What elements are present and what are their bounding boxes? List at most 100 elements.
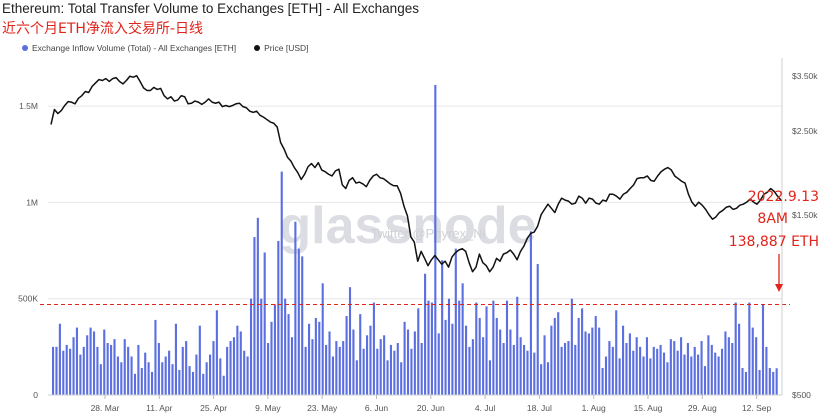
inflow-bar (533, 352, 536, 395)
inflow-bar (58, 323, 61, 395)
inflow-bar (383, 335, 386, 395)
inflow-bar (318, 321, 321, 395)
inflow-bar (768, 368, 771, 395)
inflow-bar (420, 343, 423, 395)
inflow-bar (297, 248, 300, 395)
price-line (50, 75, 782, 273)
inflow-bar (386, 360, 389, 395)
x-tick-label: 29. Aug (688, 403, 717, 413)
inflow-bar (307, 323, 311, 395)
inflow-bar (359, 314, 362, 395)
inflow-bar (492, 300, 495, 395)
y-right-tick-label: $2.50k (792, 126, 818, 136)
inflow-bar (417, 308, 420, 395)
y-left-tick-label: 1M (26, 197, 38, 207)
inflow-bar (157, 343, 160, 395)
inflow-bar (246, 356, 249, 395)
inflow-bar (512, 344, 515, 395)
inflow-bar (294, 221, 297, 395)
inflow-bar (471, 339, 474, 395)
inflow-bar (164, 356, 167, 395)
inflow-bar (464, 325, 468, 395)
legend-item-inflow[interactable]: Exchange Inflow Volume (Total) - All Exc… (22, 43, 236, 53)
inflow-bar (362, 348, 365, 395)
x-tick-label: 18. Jul (527, 403, 552, 413)
inflow-bar (137, 344, 140, 395)
x-tick-label: 15. Aug (634, 403, 663, 413)
inflow-bar (717, 356, 720, 395)
annotation-volume: 138,887 ETH (728, 234, 819, 250)
inflow-bar (96, 346, 99, 395)
inflow-bar (680, 337, 683, 395)
x-tick-label: 28. Mar (91, 403, 120, 413)
inflow-bar (260, 298, 263, 395)
inflow-bar (191, 371, 195, 395)
inflow-bar (748, 302, 751, 395)
inflow-bar (110, 344, 113, 395)
inflow-bar (543, 335, 546, 395)
inflow-bar (444, 319, 447, 395)
legend-item-price[interactable]: Price [USD] (254, 43, 309, 53)
inflow-bar (396, 343, 399, 395)
inflow-bar (393, 350, 396, 395)
inflow-bar (325, 344, 328, 395)
inflow-bar (280, 171, 283, 395)
inflow-bar (229, 341, 232, 395)
inflow-bar (62, 350, 65, 395)
inflow-bar (615, 310, 618, 395)
inflow-bar (570, 298, 573, 395)
inflow-bar (226, 346, 229, 395)
inflow-bar (454, 248, 457, 395)
inflow-bar (120, 362, 123, 395)
inflow-bar (482, 337, 485, 395)
inflow-bar (348, 287, 352, 395)
inflow-bar (99, 364, 102, 395)
inflow-bar (89, 327, 92, 395)
inflow-bar (683, 354, 686, 395)
inflow-bar (625, 343, 628, 395)
watermark-handle: Twitter @Phyrex_Ni (370, 226, 485, 241)
inflow-bar (301, 256, 304, 395)
bar-series (52, 84, 778, 396)
inflow-bar (700, 341, 703, 395)
page-title: Ethereum: Total Transfer Volume to Excha… (2, 1, 419, 16)
x-tick-label: 4. Jul (475, 403, 495, 413)
inflow-bar (256, 217, 259, 395)
legend: Exchange Inflow Volume (Total) - All Exc… (22, 43, 309, 53)
inflow-bar (622, 325, 625, 395)
inflow-bar (277, 240, 280, 395)
axes: 0 500K 1M 1.5M $500 $1.50k $2.50k $3.50k 28. Mar… (18, 58, 818, 413)
inflow-bar (604, 356, 608, 395)
legend-label-inflow: Exchange Inflow Volume (Total) - All Exc… (32, 43, 237, 53)
inflow-bar (598, 327, 601, 395)
annotation-date: 2022.9.13 (747, 189, 819, 205)
inflow-bar (130, 356, 133, 395)
inflow-bar (424, 273, 427, 395)
inflow-bar (642, 356, 645, 395)
inflow-bar (140, 368, 143, 395)
inflow-bar (406, 329, 410, 395)
inflow-bar (529, 231, 532, 395)
inflow-bar (751, 327, 754, 395)
inflow-bar (116, 356, 119, 395)
inflow-bar (536, 264, 539, 395)
inflow-bar (755, 337, 758, 395)
inflow-bar (355, 360, 358, 395)
inflow-bar (451, 323, 454, 395)
annotation-arrow-head (775, 284, 783, 292)
inflow-bar (287, 314, 290, 395)
inflow-bar (304, 346, 307, 395)
inflow-bar (328, 331, 331, 395)
watermark: glassnode Twitter @Phyrex_Ni (279, 197, 536, 255)
inflow-bar (345, 316, 348, 395)
inflow-bar (273, 304, 276, 395)
inflow-bar (202, 373, 205, 395)
x-tick-label: 6. Jun (365, 403, 388, 413)
inflow-bar (720, 348, 724, 395)
inflow-bar (79, 354, 82, 395)
inflow-bar (263, 252, 266, 395)
inflow-bar (546, 362, 550, 395)
inflow-bar (82, 346, 85, 395)
inflow-bar (577, 317, 580, 395)
